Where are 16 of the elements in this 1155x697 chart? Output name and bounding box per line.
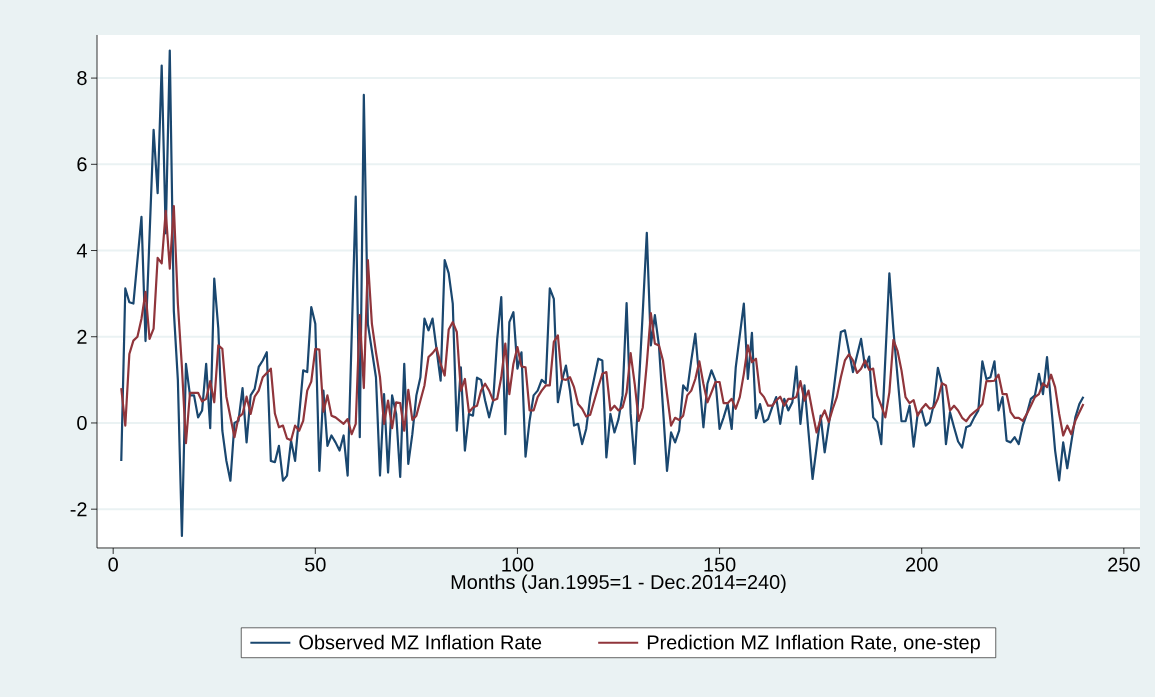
x-axis-title: Months (Jan.1995=1 - Dec.2014=240) [451, 574, 786, 594]
y-tick-label: 8 [77, 71, 87, 86]
x-tick-label: 100 [502, 557, 534, 572]
line-series [120, 205, 1085, 445]
legend-label: Prediction MZ Inflation Rate, one-step [647, 634, 980, 654]
y-tick-label: -2 [70, 502, 87, 517]
x-tick-label: 150 [704, 557, 736, 572]
y-tick-label: 6 [77, 157, 87, 172]
x-tick-label: 200 [906, 557, 938, 572]
x-tick-label: 50 [305, 557, 326, 572]
y-tick-label: 0 [77, 415, 87, 431]
y-tick-label: 2 [77, 329, 87, 344]
y-tick-label: 4 [76, 243, 87, 258]
legend-label: Observed MZ Inflation Rate [299, 634, 542, 650]
x-tick-label: 0 [108, 557, 118, 572]
x-tick-label: 250 [1108, 557, 1140, 572]
